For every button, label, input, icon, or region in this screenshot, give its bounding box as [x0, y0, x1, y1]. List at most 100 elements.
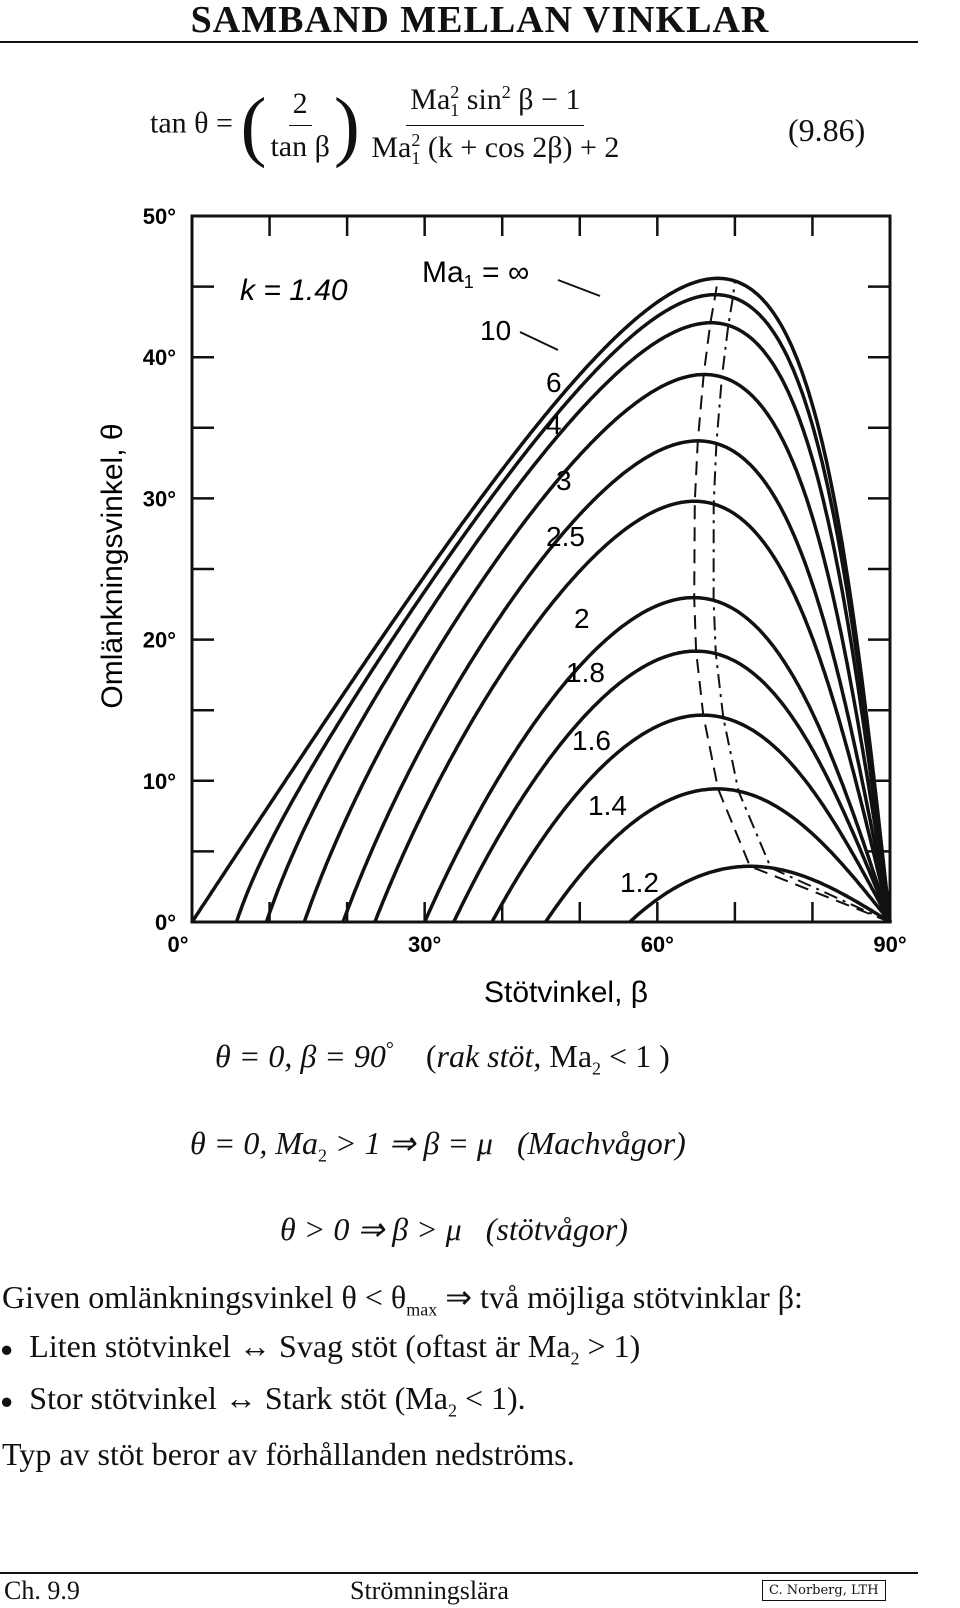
- footer-course: Strömningslära: [350, 1576, 509, 1605]
- axis-tick-labels: 0° 10° 20° 30° 40° 50° 0° 30° 60° 90°: [143, 204, 907, 957]
- num-tail: β − 1: [518, 83, 581, 116]
- mach-curve-Ma: [190, 276, 892, 923]
- l3-note: (stötvågor): [485, 1211, 628, 1247]
- l4-pre: Given omlänkningsvinkel θ < θ: [2, 1279, 407, 1315]
- sonic-locus: [712, 280, 891, 923]
- line-two-angles: Given omlänkningsvinkel θ < θmax ⇒ två m…: [2, 1278, 942, 1320]
- bullet-weak-shock: ● Liten stötvinkel ↔ Svag stöt (oftast ä…: [0, 1328, 640, 1369]
- mach-curve-1.6: [490, 713, 892, 923]
- l1-end: < 1 ): [601, 1038, 670, 1074]
- line-shock-waves: θ > 0 ⇒ β > μ (stötvågor): [280, 1210, 628, 1248]
- den-ma-sub: 1: [411, 148, 421, 168]
- mach-inf-arrow: [557, 279, 601, 297]
- mach-label-3: 3: [556, 465, 572, 496]
- right-paren: ): [333, 81, 360, 169]
- l1-ma: Ma: [541, 1038, 593, 1074]
- mach-curve-2.5: [373, 499, 892, 923]
- l2-math: θ = 0, Ma: [190, 1125, 318, 1161]
- l1-note: rak stöt,: [436, 1038, 542, 1074]
- equation-number: (9.86): [788, 112, 866, 148]
- mach-label-1.8: 1.8: [566, 657, 605, 688]
- mach-label-6: 6: [546, 367, 562, 398]
- footer-author-stamp: C. Norberg, LTH: [762, 1580, 886, 1601]
- plot-frame: [190, 214, 892, 924]
- loci-curves: [693, 278, 891, 923]
- mach-curve-1.4: [544, 787, 892, 924]
- y-tick-label: 50°: [143, 204, 176, 229]
- mach-inf-label: Ma1 = ∞: [422, 256, 529, 292]
- mach-curve-4: [302, 372, 892, 923]
- y-tick-label: 20°: [143, 628, 176, 653]
- x-tick-label: 30°: [408, 932, 441, 957]
- y-tick-label: 0°: [155, 910, 176, 935]
- l1-math: θ = 0, β = 90: [215, 1038, 386, 1074]
- l2-note: (Machvågor): [516, 1125, 686, 1161]
- b1-sub: 2: [570, 1348, 580, 1369]
- x-tick-label: 60°: [641, 932, 674, 957]
- line-mach-waves: θ = 0, Ma2 > 1 ⇒ β = μ (Machvågor): [190, 1124, 686, 1166]
- den-tail: (k + cos 2β) + 2: [427, 131, 620, 164]
- line-normal-shock: θ = 0, β = 90° (rak stöt, Ma2 < 1 ): [215, 1038, 670, 1079]
- mach-curve-labels: Ma1 = ∞ 10 6 4 3 2.5 2 1.8 1.6 1.4 1.2: [422, 256, 659, 898]
- fraction-1-numerator: 2: [288, 87, 312, 126]
- mach-curve-2: [423, 595, 892, 923]
- mach-curve-1.8: [452, 649, 892, 923]
- l4-sub: max: [406, 1299, 438, 1320]
- left-paren: (: [240, 81, 267, 169]
- theta-max-locus: [693, 278, 891, 923]
- mach-label-1.2: 1.2: [620, 867, 659, 898]
- l3-math: θ > 0 ⇒ β > μ: [280, 1211, 462, 1247]
- num-sin: sin: [466, 83, 502, 116]
- fraction-2-numerator: Ma12 sin2 β − 1: [406, 82, 585, 126]
- fraction-1: 2 tan β: [266, 87, 333, 164]
- axis-ticks: [192, 216, 890, 922]
- bullet-dot: ●: [0, 1336, 14, 1362]
- k-ratio-label: k = 1.40: [240, 274, 348, 307]
- mach-label-2.5: 2.5: [546, 521, 585, 552]
- fraction-2: Ma12 sin2 β − 1 Ma12 (k + cos 2β) + 2: [367, 82, 623, 169]
- l4-post: ⇒ två möjliga stötvinklar β:: [437, 1279, 803, 1315]
- mach-label-4: 4: [546, 409, 562, 440]
- num-ma-sub: 1: [450, 100, 460, 120]
- y-axis-label: Omlänkningsvinkel, θ: [96, 423, 129, 708]
- mach-curve-10: [234, 292, 892, 923]
- l2-math2: > 1 ⇒ β = μ: [326, 1125, 493, 1161]
- mach-curve-6: [264, 321, 892, 923]
- formula-lhs: tan θ =: [150, 106, 233, 140]
- mach-10-arrow: [519, 331, 559, 351]
- num-ma-sup: 2: [450, 82, 460, 102]
- bullet-dot: ●: [0, 1388, 14, 1414]
- mach-label-1.6: 1.6: [572, 725, 611, 756]
- l2-sub: 2: [317, 1145, 327, 1166]
- mach-curves: [190, 276, 892, 924]
- mach-label-10: 10: [480, 315, 511, 346]
- num-sin-sup: 2: [501, 82, 511, 102]
- fraction-2-denominator: Ma12 (k + cos 2β) + 2: [367, 126, 623, 169]
- den-ma-sup: 2: [411, 130, 421, 150]
- num-ma: Ma: [410, 83, 451, 116]
- shock-angle-formula: tan θ = (2 tan β) Ma12 sin2 β − 1 Ma12 (k…: [150, 82, 623, 169]
- b2-post: < 1).: [456, 1380, 526, 1416]
- mach-curve-3: [341, 439, 892, 923]
- b1-pre: Liten stötvinkel ↔ Svag stöt (oftast är …: [29, 1328, 571, 1364]
- fraction-1-denominator: tan β: [270, 130, 330, 163]
- b2-pre: Stor stötvinkel ↔ Stark stöt (Ma: [29, 1380, 448, 1416]
- l1-sub: 2: [592, 1058, 602, 1079]
- theta-beta-chart: 0° 10° 20° 30° 40° 50° 0° 30° 60° 90° Ma1 = ∞ 10 6 4…: [96, 204, 907, 1009]
- y-tick-label: 40°: [143, 345, 176, 370]
- bullet-strong-shock: ● Stor stötvinkel ↔ Stark stöt (Ma2 < 1)…: [0, 1380, 526, 1421]
- footer-rule: [0, 1572, 918, 1574]
- x-tick-label: 0°: [167, 932, 188, 957]
- mach-label-1.4: 1.4: [588, 790, 627, 821]
- page-title: SAMBAND MELLAN VINKLAR: [190, 0, 770, 41]
- mach-curve-1.2: [628, 864, 892, 924]
- l1-open: (: [425, 1038, 437, 1074]
- footer-chapter: Ch. 9.9: [4, 1576, 80, 1605]
- b2-sub: 2: [447, 1400, 457, 1421]
- y-tick-label: 10°: [143, 769, 176, 794]
- plot-border: [190, 214, 892, 924]
- x-axis-label: Stötvinkel, β: [484, 976, 648, 1009]
- mach-label-2: 2: [574, 603, 590, 634]
- b1-post: > 1): [579, 1328, 641, 1364]
- title-rule: [0, 41, 918, 43]
